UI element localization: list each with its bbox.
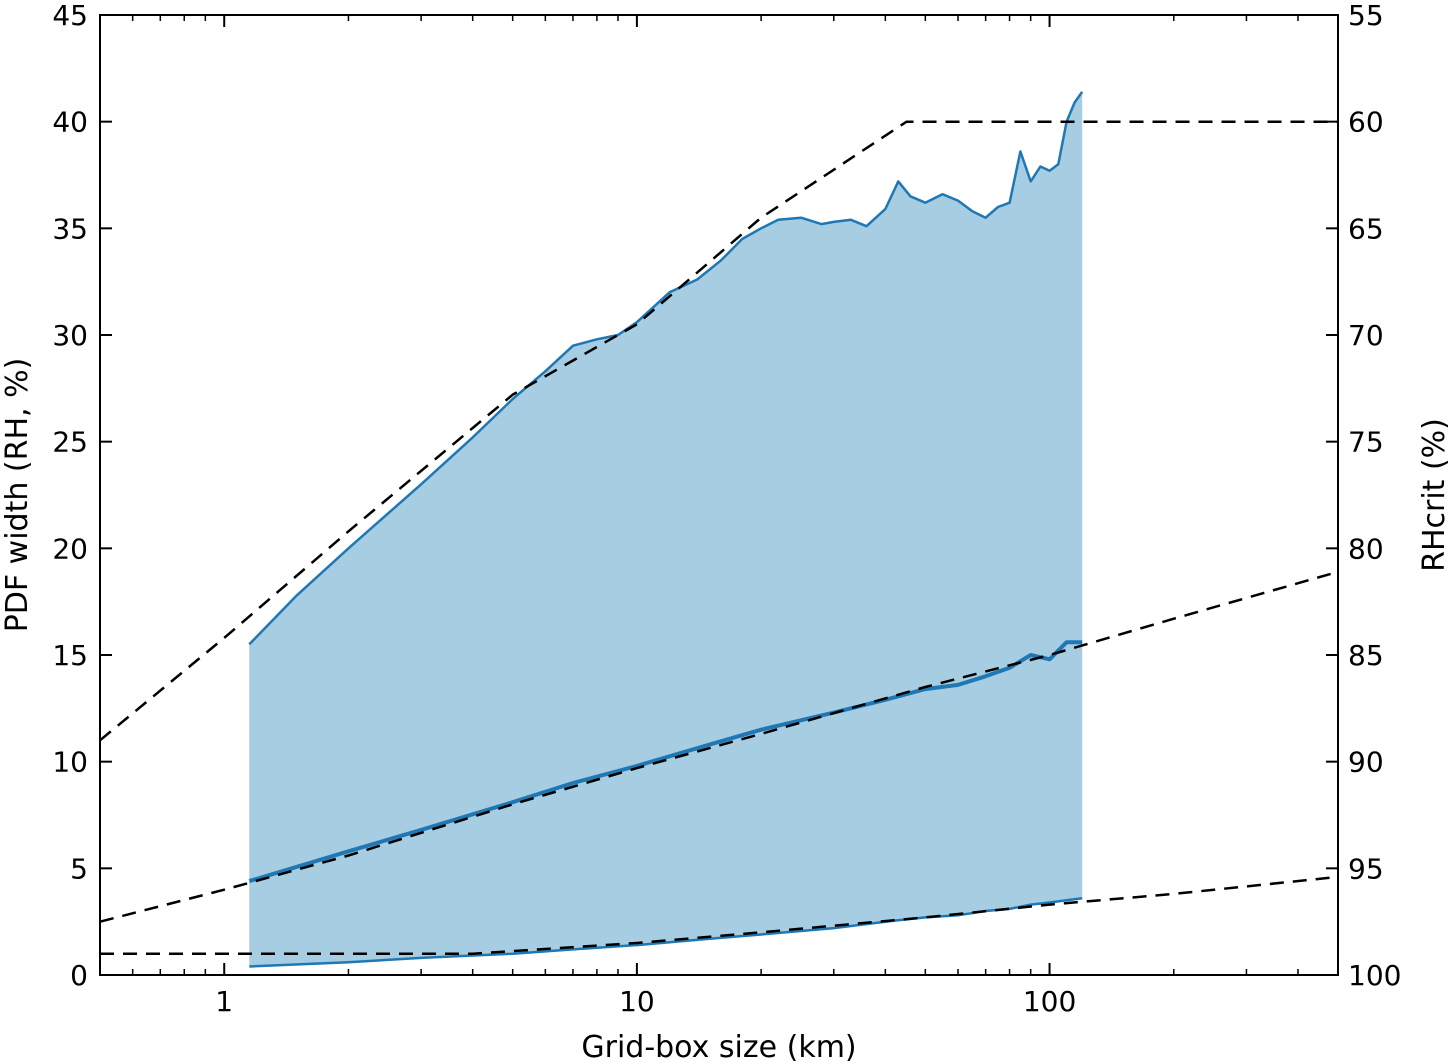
y-tick-label: 0: [70, 959, 88, 992]
y-tick-label: 30: [52, 319, 88, 352]
x-axis-title: Grid-box size (km): [581, 1030, 856, 1063]
y-tick-label: 45: [52, 0, 88, 32]
y2-tick-label: 55: [1348, 0, 1384, 32]
y2-axis-title: RHcrit (%): [1417, 418, 1450, 572]
y-tick-label: 20: [52, 532, 88, 565]
y-tick-label: 35: [52, 212, 88, 245]
x-tick-label: 1: [215, 985, 233, 1018]
series-line-upper: [248, 91, 1084, 646]
y-tick-label: 5: [70, 852, 88, 885]
y-tick-label: 40: [52, 106, 88, 139]
y2-tick-label: 65: [1348, 212, 1384, 245]
y-axis-title: PDF width (RH, %): [0, 358, 35, 633]
x-tick-label: 100: [1023, 985, 1076, 1018]
y2-tick-label: 100: [1348, 959, 1401, 992]
series-line-median-fit: [99, 570, 1339, 923]
y2-tick-label: 60: [1348, 106, 1384, 139]
axis-ticks: 1 10 100 0 5 10 15 20 25 30 35 40 45 100 95 90 85 80 75 70 6…: [52, 0, 1401, 1018]
y2-tick-label: 70: [1348, 319, 1384, 352]
y2-tick-label: 80: [1348, 532, 1384, 565]
y2-tick-label: 85: [1348, 639, 1384, 672]
shaded-range-area: [249, 91, 1083, 967]
y-tick-label: 10: [52, 746, 88, 779]
series-line-lower: [249, 896, 1083, 968]
x-tick-label: 10: [619, 985, 655, 1018]
y2-tick-label: 75: [1348, 426, 1384, 459]
series-line-lower-fit: [100, 875, 1339, 955]
plot-frame: [99, 14, 1339, 976]
series-line-upper-fit: [99, 120, 1338, 742]
y-tick-label: 25: [52, 426, 88, 459]
y2-tick-label: 90: [1348, 746, 1384, 779]
y2-tick-label: 95: [1348, 852, 1384, 885]
plot-area: [99, 91, 1339, 968]
y-tick-label: 15: [52, 639, 88, 672]
